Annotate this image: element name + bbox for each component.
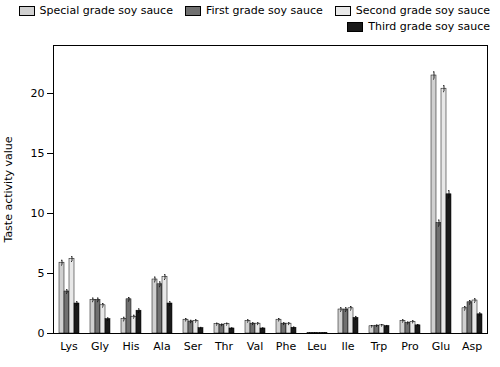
svg-text:5: 5 (38, 267, 45, 280)
svg-text:Phe: Phe (276, 340, 297, 353)
svg-text:Thr: Thr (214, 340, 234, 353)
svg-text:Trp: Trp (370, 340, 388, 353)
svg-text:Ser: Ser (184, 340, 203, 353)
svg-text:Glu: Glu (432, 340, 451, 353)
svg-text:His: His (122, 340, 139, 353)
html-text:Third grade soy sauce: Third grade soy sauce (368, 20, 490, 33)
svg-text:Asp: Asp (462, 340, 482, 353)
svg-text:Pro: Pro (401, 340, 419, 353)
svg-text:15: 15 (31, 147, 45, 160)
svg-text:0: 0 (38, 327, 45, 340)
svg-text:Gly: Gly (91, 340, 110, 353)
html-text:Special grade soy sauce: Special grade soy sauce (39, 4, 173, 17)
svg-text:20: 20 (31, 87, 45, 100)
svg-text:Ile: Ile (341, 340, 354, 353)
html-text:First grade soy sauce: First grade soy sauce (205, 4, 323, 17)
svg-text:Val: Val (247, 340, 263, 353)
svg-text:Lys: Lys (60, 340, 78, 353)
html-text:Second grade soy sauce: Second grade soy sauce (355, 4, 490, 17)
svg-text:Leu: Leu (307, 340, 327, 353)
svg-text:Ala: Ala (153, 340, 170, 353)
svg-text:Taste activity value: Taste activity value (2, 136, 15, 243)
svg-text:10: 10 (31, 207, 45, 220)
